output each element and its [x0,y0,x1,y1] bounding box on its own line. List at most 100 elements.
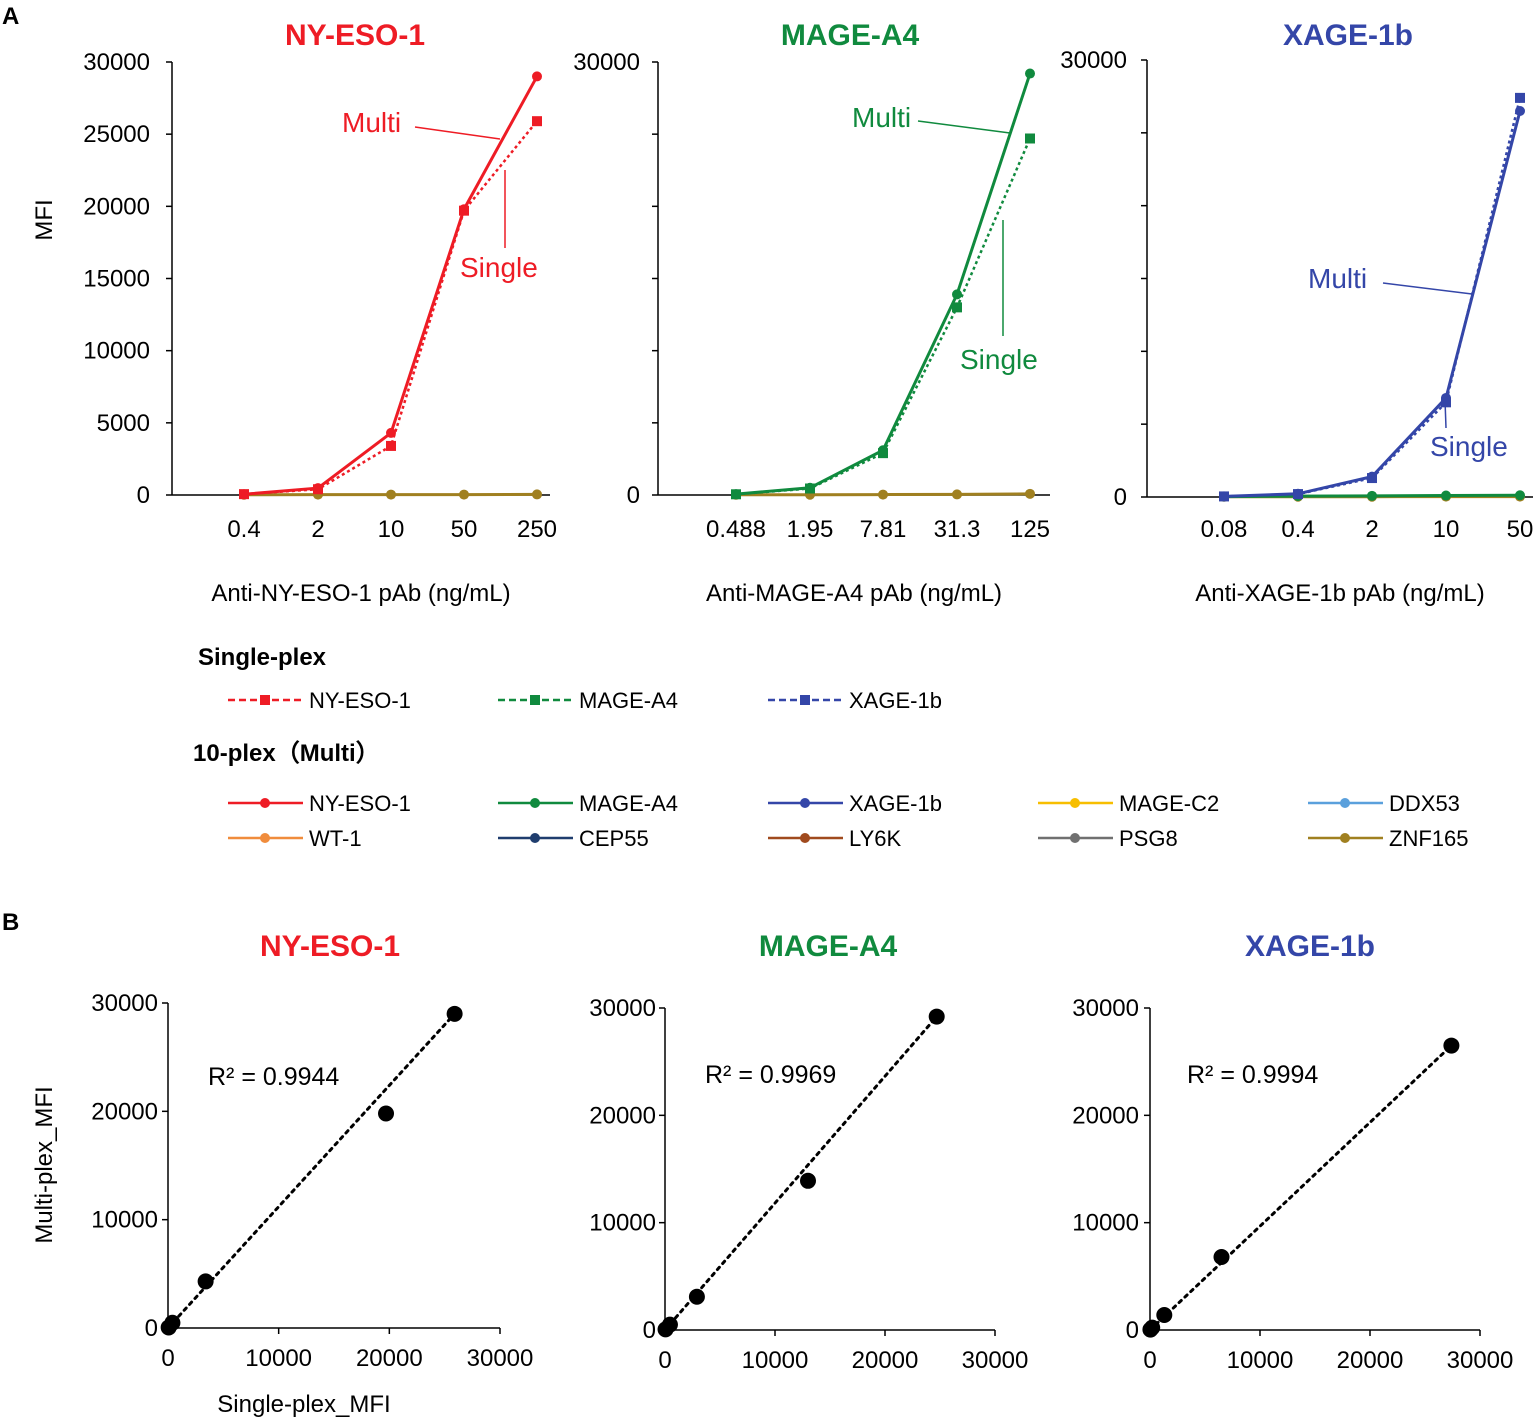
legend-swatch-marker [530,833,540,843]
series-multi-mage-a4-line [735,73,1032,496]
scatter-point [1144,1319,1161,1336]
y-tick-label: 20000 [91,1098,158,1125]
chart-title: NY-ESO-1 [260,930,400,963]
y-tick-label: 10000 [83,338,150,365]
legend-swatch-marker [800,695,810,705]
r-squared-label: R² = 0.9994 [1187,1061,1318,1089]
x-tick-label: 2 [1365,516,1378,543]
trendline [663,1015,939,1332]
series-multi-mage-a4-point [952,289,962,300]
line-chart-mage-a4: MAGE-A4 0 30000 0.488 1.95 7.81 31.3 125 Anti-MA… [573,19,1050,607]
legend-swatch-marker [530,695,540,705]
series-other-markers-multi-point [459,489,469,500]
scatter-chart-ny-eso-1: NY-ESO-1 0 10000 20000 30000 0 10000 20000 30000… [31,930,533,1418]
series-other-markers-multi-point [532,489,542,500]
legend-swatch-marker [530,798,540,808]
annotation-multi: Multi [342,107,401,138]
chart-title: MAGE-A4 [781,19,920,52]
scatter-point [1443,1037,1460,1054]
y-tick-label: 5000 [97,410,150,437]
legend-single-title: Single-plex [198,644,327,671]
legend-swatch-marker [800,833,810,843]
x-tick-label: 10000 [742,1347,809,1374]
chart-title: MAGE-A4 [759,930,898,963]
legend: Single-plex 10-plex（Multi） NY-ESO-1 MAGE-A4… [193,644,1468,851]
legend-item-ny-eso-1: NY-ESO-1 [309,688,411,713]
scatter-point [661,1316,678,1333]
trendline [1148,1044,1453,1332]
y-tick-label: 0 [643,1317,656,1344]
x-tick-label: 10000 [1227,1347,1294,1374]
series-multi-ny-eso-1-point [532,71,542,82]
legend-swatch-marker [260,798,270,808]
series-single-mage-a4-point [952,302,962,313]
series-single-mage-a4-point [731,489,741,500]
x-tick-label: 250 [517,516,557,543]
series-single-ny-eso-1-point [313,484,323,495]
y-tick-label: 0 [145,1315,158,1342]
series-mage-a4-multi-point [1367,490,1377,501]
y-tick-label: 20000 [1072,1102,1139,1129]
series-single-xage-1b-line [1223,97,1522,498]
y-tick-label: 15000 [83,266,150,293]
x-tick-label: 0 [1143,1347,1156,1374]
y-tick-label: 0 [627,482,640,509]
x-tick-label: 30000 [467,1345,534,1372]
scatter-point [800,1172,816,1189]
legend-item-mage-a4: MAGE-A4 [579,688,678,713]
x-tick-label: 0.4 [227,516,260,543]
x-tick-label: 50 [451,516,478,543]
legend-item-mage-a4: MAGE-A4 [579,791,678,816]
scatter-point [197,1273,214,1290]
scatter-point [378,1105,395,1122]
scatter-point [1156,1306,1173,1323]
y-tick-label: 0 [1114,484,1127,511]
legend-item-xage-1b: XAGE-1b [849,688,942,713]
series-single-ny-eso-1-point [386,440,396,451]
series-single-mage-a4-point [805,483,815,494]
annotation-single: Single [460,252,538,283]
y-tick-label: 30000 [91,990,158,1017]
annotation-multi: Multi [1308,263,1367,294]
legend-item-cep55: CEP55 [579,826,649,851]
x-axis-title: Single-plex_MFI [217,1391,390,1418]
legend-item-mage-c2: MAGE-C2 [1119,791,1219,816]
scatter-point [1213,1249,1230,1266]
x-tick-label: 30000 [962,1347,1029,1374]
series-other-markers-multi-point [386,489,396,500]
x-tick-label: 0.488 [706,516,766,543]
annotation-single: Single [1430,431,1508,462]
chart-title: XAGE-1b [1283,19,1413,52]
chart-title: NY-ESO-1 [285,19,425,52]
scatter-chart-mage-a4: MAGE-A4 0 10000 20000 30000 0 10000 20000 30000 R… [589,930,1028,1374]
x-tick-label: 20000 [1337,1347,1404,1374]
legend-swatch-marker [1070,798,1080,808]
trendline [166,1012,457,1330]
line-chart-ny-eso-1: NY-ESO-1 0 5000 10000 15000 20000 25000 30000 0.… [31,19,557,607]
y-tick-label: 30000 [589,995,656,1022]
series-single-ny-eso-1-point [459,205,469,216]
y-axis-title: MFI [31,199,58,240]
x-tick-label: 1.95 [787,516,834,543]
y-axis-title: Multi-plex_MFI [31,1086,58,1243]
series-single-mage-a4-point [1025,133,1035,144]
x-tick-label: 0.08 [1201,516,1248,543]
line-chart-xage-1b: XAGE-1b 0 30000 0.08 0.4 2 10 50 Anti-XAGE-1b pA… [1060,19,1533,607]
y-tick-label: 20000 [589,1102,656,1129]
legend-swatch-marker [800,798,810,808]
series-other-markers-multi-point [878,489,888,500]
x-axis-title: Anti-XAGE-1b pAb (ng/mL) [1195,580,1484,607]
panel-label-a: A [2,3,19,30]
x-tick-label: 10 [1433,516,1460,543]
y-tick-label: 30000 [1060,47,1127,74]
series-multi-mage-a4-point [1025,68,1035,79]
scatter-point [164,1314,181,1331]
y-tick-label: 25000 [83,121,150,148]
legend-swatch-marker [1340,798,1350,808]
x-tick-label: 20000 [356,1345,423,1372]
legend-item-xage-1b: XAGE-1b [849,791,942,816]
legend-item-ny-eso-1: NY-ESO-1 [309,791,411,816]
r-squared-label: R² = 0.9944 [208,1063,339,1091]
x-tick-label: 20000 [852,1347,919,1374]
